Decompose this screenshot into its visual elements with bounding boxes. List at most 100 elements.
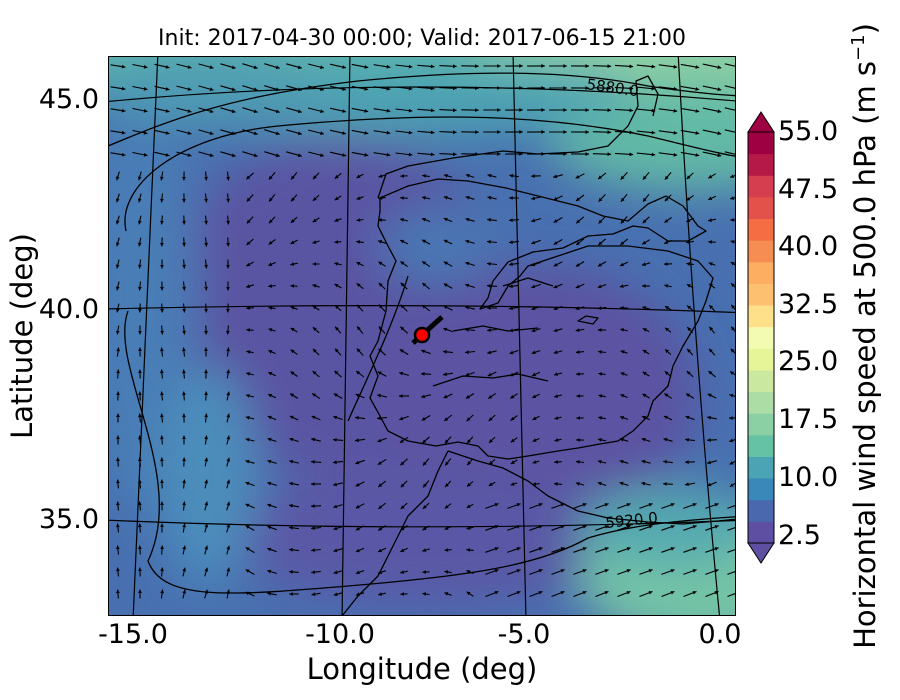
colorbar-tick-25: 25.0 [778,346,839,377]
wind-arrow-head [160,413,164,418]
wind-arrow-head [576,460,580,464]
wind-arrow-head [516,591,521,595]
wind-arrow-shaft [727,592,736,598]
wind-arrow-head [488,395,493,399]
wind-arrow-head [554,438,559,442]
wind-arrow-head [466,504,471,508]
wind-arrow-head [204,347,208,351]
wind-arrow-head [730,174,734,178]
wind-arrow-head [465,195,470,200]
wind-arrow-head [137,220,142,225]
wind-arrow-head [604,547,609,551]
wind-arrow-head [651,64,656,69]
wind-arrow-head [648,503,653,507]
wind-arrow-head [312,240,317,244]
wind-arrow-head [494,591,499,595]
wind-arrow-head [115,198,120,203]
wind-arrow-head [607,86,612,91]
wind-arrow-head [356,283,361,287]
wind-arrow-head [619,437,624,442]
wind-arrow-head [714,591,719,595]
wind-arrow-head [182,308,186,313]
wind-arrow-head [607,64,612,69]
wind-arrow-head [226,264,230,269]
wind-arrow-head [399,394,403,398]
wind-arrow-head [290,262,295,266]
wind-arrow-head [686,240,690,244]
location-marker[interactable] [413,326,431,344]
wind-arrow-head [686,284,691,288]
wind-arrow-head [378,548,383,553]
wind-arrow-head [333,548,338,553]
wind-arrow-head [400,505,405,509]
wind-arrow-head [664,240,668,244]
wind-arrow-head [597,328,602,332]
wind-arrow-head [364,65,369,69]
wind-arrow-head [408,86,413,91]
wind-arrow-head [466,570,471,574]
wind-arrow-head [268,240,273,245]
wind-arrow-head [138,286,142,291]
wind-arrow-head [673,130,678,135]
wind-arrow-head [717,131,722,136]
wind-arrow-head [466,395,470,399]
wind-arrow-head [182,264,186,269]
wind-arrow-head [121,86,126,91]
wind-arrow-head [400,570,405,574]
map-panel[interactable]: 5880.0 5920.0 [108,56,736,616]
wind-arrow-head [707,393,712,398]
wind-arrow-head [685,460,689,464]
wind-arrow-head [204,330,208,335]
wind-arrow-head [182,391,186,396]
wind-arrow-head [138,589,142,593]
wind-arrow-head [582,569,587,573]
wind-arrow-head [204,545,209,550]
wind-arrow-head [673,152,678,157]
wind-arrow-head [465,327,469,332]
wind-arrow-head [598,197,603,202]
wind-arrow-head [204,286,208,291]
wind-arrow-head [487,239,491,244]
wind-arrow-head [268,306,273,310]
wind-arrow-head [289,481,293,486]
wind-arrow-head [226,308,230,313]
wind-arrow-head [554,394,559,398]
wind-arrow-head [560,525,565,529]
wind-arrow-head [290,393,295,398]
wind-arrow-head [378,240,383,244]
wind-arrow-head [444,504,449,509]
wind-arrow-head [421,394,426,399]
wind-arrow-head [182,479,186,484]
wind-arrow-head [598,438,602,442]
wind-arrow-head [531,174,535,178]
wind-arrow-head [378,174,383,178]
wind-arrow-head [509,196,513,200]
wind-arrow-head [497,108,501,112]
wind-arrow-head [509,262,513,267]
wind-arrow-head [400,326,405,331]
wind-arrow-head [708,262,713,266]
colorbar-tick-10: 10.0 [778,462,839,493]
wind-arrow-head [246,197,251,202]
wind-arrow-head [554,460,558,464]
wind-arrow-head [138,391,142,396]
wind-arrow-head [160,347,164,352]
wind-arrow-head [597,481,602,486]
wind-arrow-head [670,569,675,573]
wind-arrow-head [604,591,609,595]
wind-arrow-head [665,349,669,354]
wind-arrow-head [400,592,404,596]
wind-arrow-head [620,219,625,224]
wind-arrow-head [115,308,120,313]
wind-arrow-head [560,503,565,507]
wind-arrow-head [333,504,338,509]
wind-arrow-head [204,264,208,269]
wind-arrow-head [519,108,523,112]
wind-arrow-head [642,240,647,245]
wind-arrow-head [378,348,383,353]
wind-arrow-head [231,87,236,92]
wind-arrow-head [642,219,647,224]
wind-arrow-head [364,109,369,113]
wind-arrow-head [226,545,231,550]
wind-arrow-head [291,175,295,180]
